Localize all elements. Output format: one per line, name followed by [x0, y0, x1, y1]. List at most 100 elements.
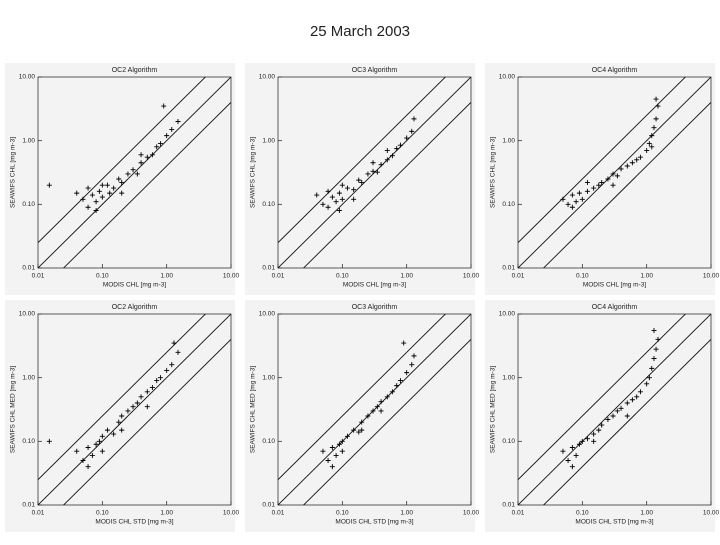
data-point: [80, 457, 86, 463]
reference-line: [518, 77, 711, 268]
data-point: [618, 166, 624, 172]
y-tick-label: 1.00: [22, 374, 35, 381]
data-point: [356, 177, 362, 183]
y-tick-label: 0.01: [22, 265, 35, 272]
data-point: [339, 448, 345, 454]
x-tick-label: 1.00: [160, 510, 173, 517]
data-point: [591, 438, 597, 444]
reference-line: [38, 77, 207, 243]
data-point: [329, 194, 335, 200]
data-point: [339, 438, 345, 444]
data-point: [409, 362, 415, 368]
x-tick-label: 0.01: [272, 273, 285, 280]
data-point: [125, 408, 131, 414]
data-point: [171, 340, 177, 346]
data-point: [351, 427, 357, 433]
data-point: [374, 169, 380, 175]
y-axis-label: SEAWIFS CHL MED [mg m-3]: [490, 366, 497, 453]
data-point: [85, 185, 91, 191]
x-axis-label: MODIS CHL STD [mg m-3]: [95, 519, 173, 526]
data-point: [339, 182, 345, 188]
y-axis-label: SEAWIFS CHL [mg m-3]: [10, 137, 17, 208]
y-axis-label: SEAWIFS CHL [mg m-3]: [490, 137, 497, 208]
reference-line: [278, 77, 447, 243]
data-point: [394, 146, 400, 152]
data-point: [573, 452, 579, 458]
y-tick-label: 10.00: [259, 74, 276, 81]
data-point: [614, 173, 620, 179]
data-point: [397, 378, 403, 384]
data-point: [378, 408, 384, 414]
x-tick-label: 0.10: [576, 510, 589, 517]
data-point: [651, 328, 657, 334]
data-point: [356, 429, 362, 435]
data-point: [649, 144, 655, 150]
data-point: [610, 182, 616, 188]
data-point: [634, 394, 640, 400]
data-point: [130, 167, 136, 173]
data-point: [116, 176, 122, 182]
plot-frame: [277, 313, 472, 506]
data-point: [401, 340, 407, 346]
data-point: [576, 190, 582, 196]
data-point: [560, 196, 566, 202]
panel-background: [245, 63, 475, 295]
x-axis-label: MODIS CHL [mg m-3]: [583, 282, 647, 289]
data-point: [610, 171, 616, 177]
x-tick-label: 0.10: [336, 273, 349, 280]
data-point: [569, 204, 575, 210]
data-point: [144, 404, 150, 410]
plot-area: [38, 77, 231, 268]
data-point: [646, 375, 652, 381]
y-tick-label: 0.10: [262, 201, 275, 208]
reference-line: [302, 339, 471, 505]
data-point: [605, 417, 611, 423]
y-tick-label: 1.00: [262, 137, 275, 144]
reference-line: [518, 77, 687, 243]
data-point: [649, 365, 655, 371]
data-point: [333, 199, 339, 205]
data-point: [46, 182, 52, 188]
data-point: [344, 185, 350, 191]
data-point: [149, 385, 155, 391]
y-axis-label: SEAWIFS CHL MED [mg m-3]: [10, 366, 17, 453]
data-point: [119, 190, 125, 196]
y-tick-label: 10.00: [19, 311, 36, 318]
data-point: [351, 187, 357, 193]
x-tick-label: 1.00: [640, 273, 653, 280]
data-point: [584, 180, 590, 186]
data-point: [104, 182, 110, 188]
x-axis-label: MODIS CHL STD [mg m-3]: [335, 519, 413, 526]
y-tick-label: 0.01: [262, 502, 275, 509]
plot-frame: [37, 313, 232, 506]
data-point: [119, 413, 125, 419]
panel-title: OC4 Algorithm: [592, 304, 638, 311]
reference-line: [38, 77, 231, 268]
reference-line: [542, 102, 711, 268]
reference-line: [62, 339, 231, 505]
x-tick-label: 0.01: [32, 273, 45, 280]
data-point: [93, 199, 99, 205]
panel-background: [245, 300, 475, 532]
data-point: [320, 201, 326, 207]
data-point: [359, 180, 365, 186]
data-point: [138, 160, 144, 166]
data-point: [599, 180, 605, 186]
data-point: [74, 190, 80, 196]
data-point: [596, 427, 602, 433]
x-axis-label: MODIS CHL [mg m-3]: [103, 282, 167, 289]
data-point: [359, 427, 365, 433]
data-point: [119, 180, 125, 186]
y-tick-label: 10.00: [499, 311, 516, 318]
plot-frame: [277, 76, 472, 269]
x-tick-label: 0.01: [32, 510, 45, 517]
panel-title: OC3 Algorithm: [352, 304, 398, 311]
y-tick-label: 0.10: [22, 201, 35, 208]
data-point: [104, 427, 110, 433]
x-tick-label: 0.10: [96, 273, 109, 280]
data-point: [149, 152, 155, 158]
x-tick-label: 10.00: [463, 510, 480, 517]
y-tick-label: 10.00: [259, 311, 276, 318]
data-point: [325, 188, 331, 194]
data-point: [96, 188, 102, 194]
